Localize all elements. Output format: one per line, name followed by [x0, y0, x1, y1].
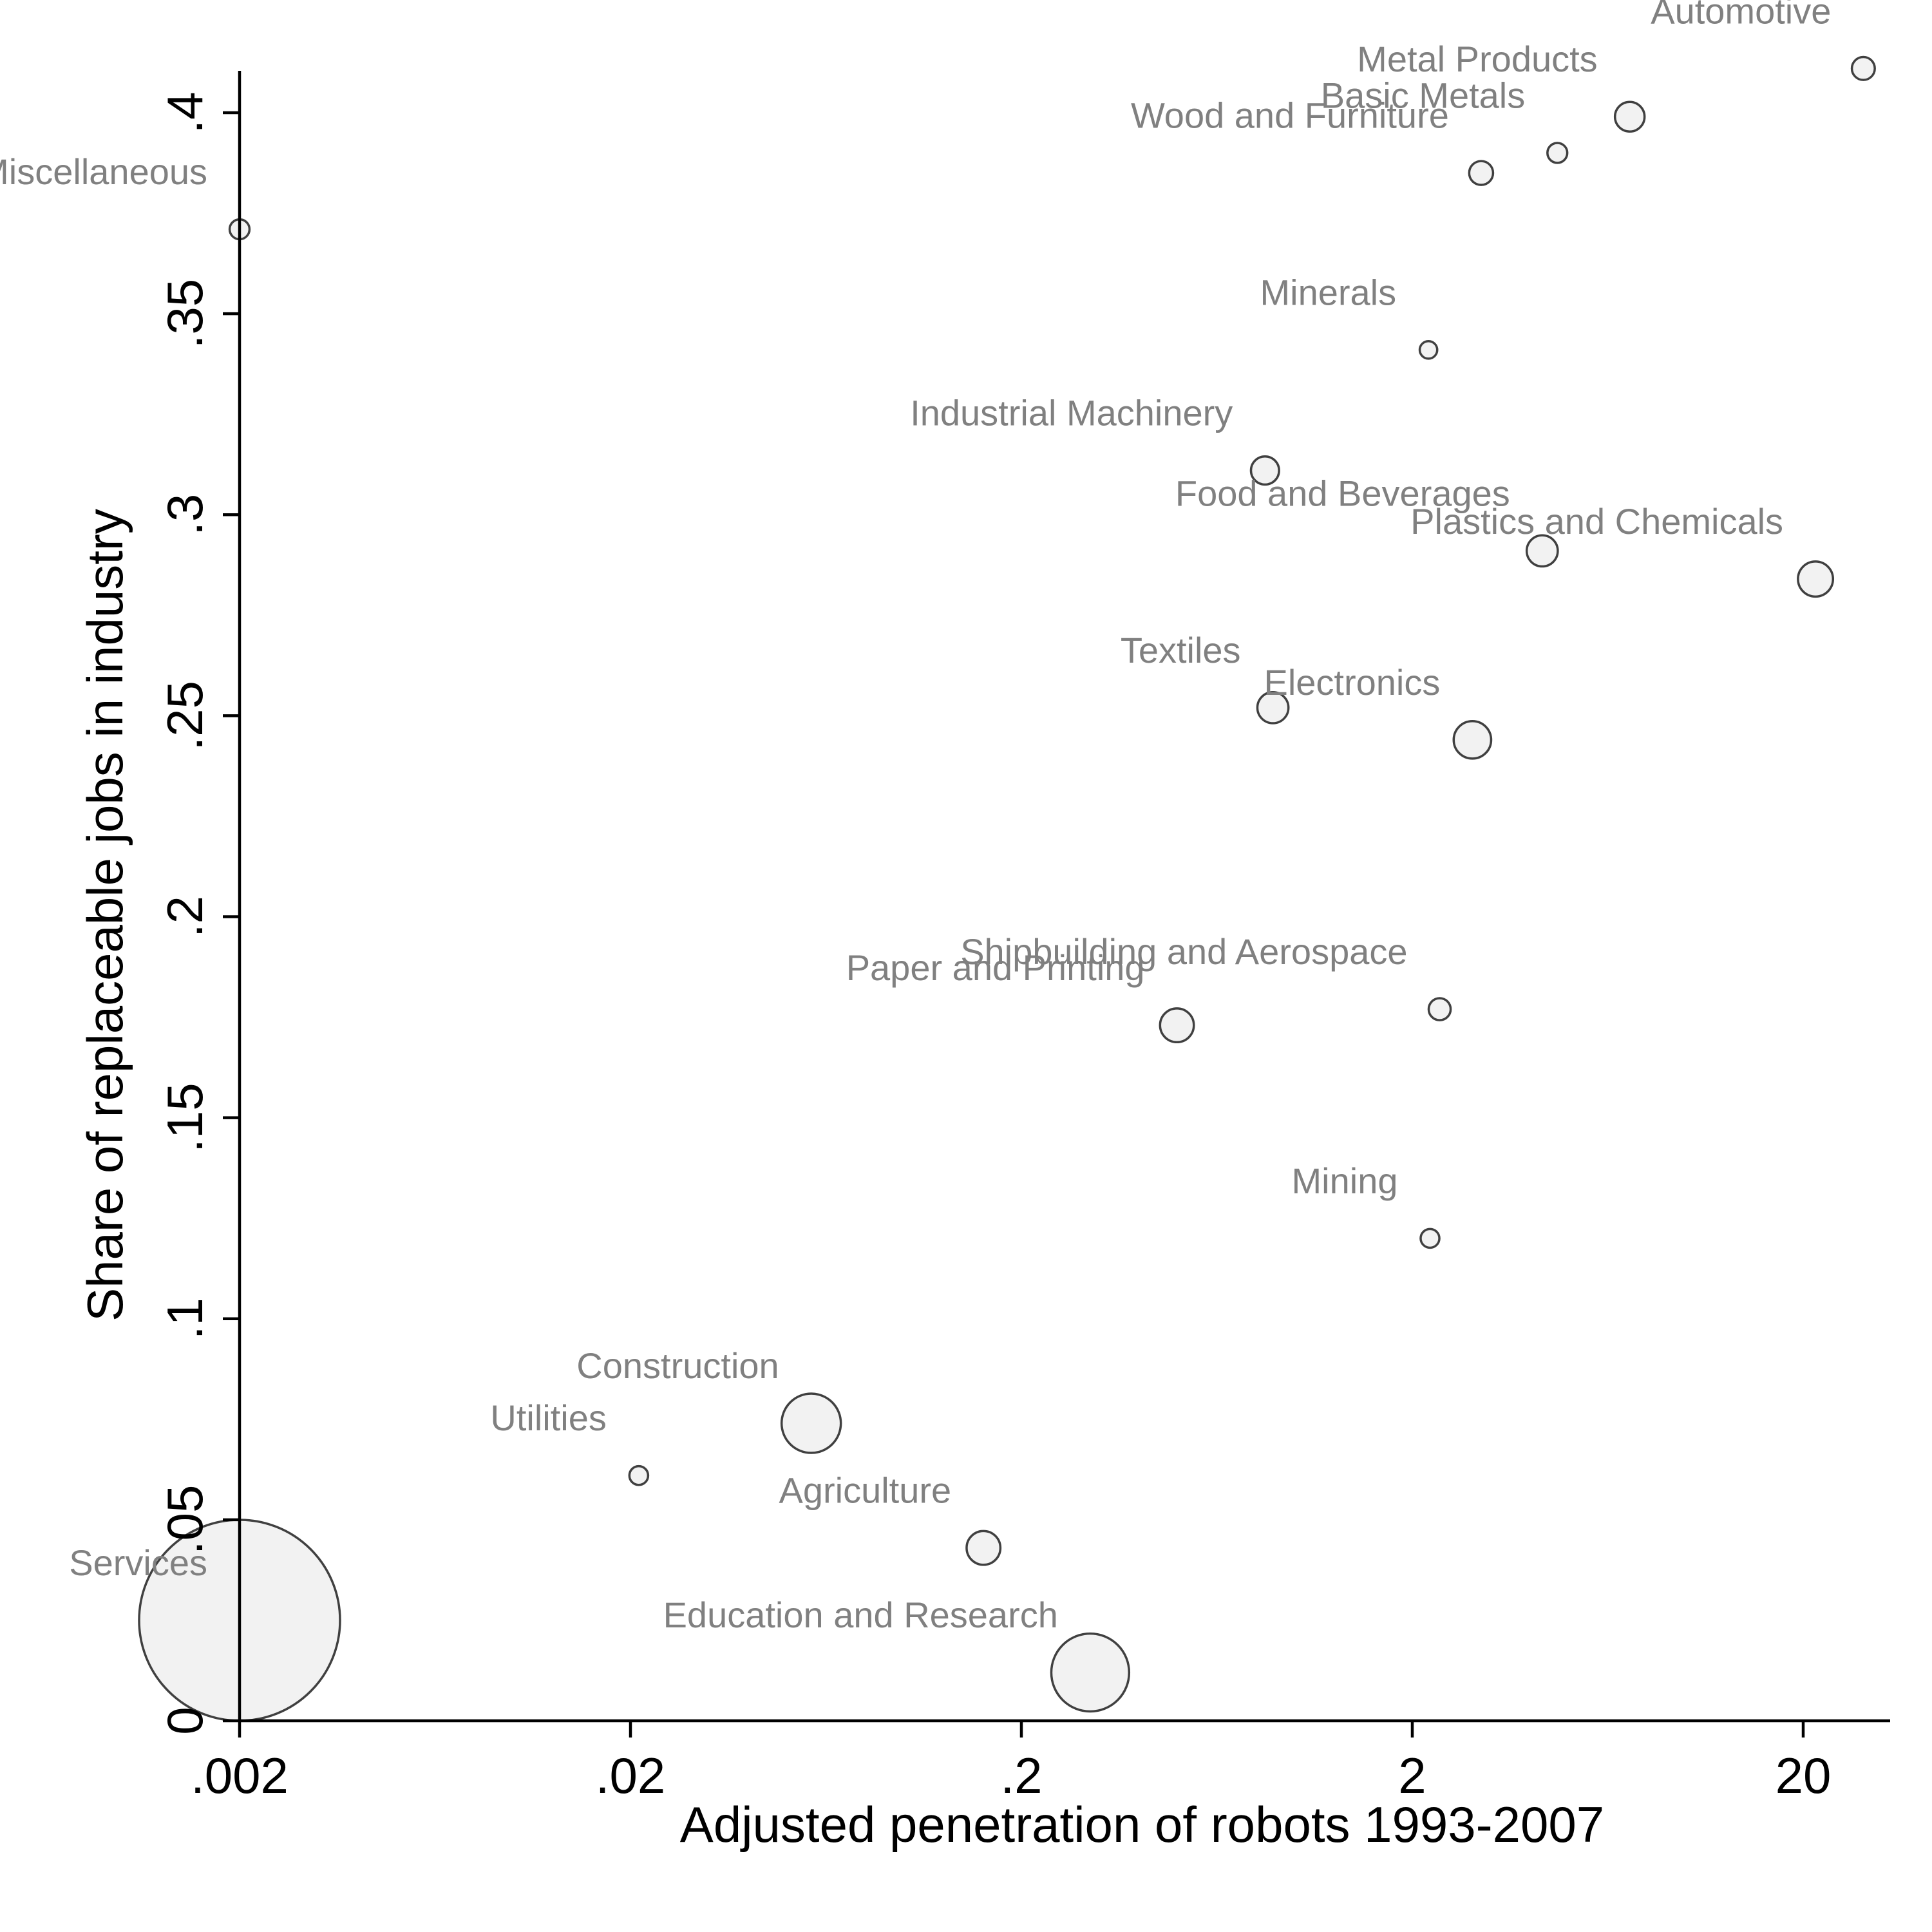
bubble-industrial-machinery — [1249, 455, 1280, 486]
point-label-metal-products: Metal Products — [1357, 39, 1598, 79]
y-tick-label: .15 — [156, 1083, 213, 1152]
y-tick-label: .25 — [156, 681, 213, 750]
y-tick-label: .2 — [156, 896, 213, 938]
y-tick-label: .05 — [156, 1485, 213, 1555]
y-tick-label: .35 — [156, 279, 213, 348]
x-tick-label: 20 — [1776, 1747, 1832, 1804]
x-axis-title: Adjusted penetration of robots 1993-2007 — [680, 1796, 1604, 1853]
bubble-electronics — [1452, 719, 1493, 760]
bubble-paper-and-printing — [1159, 1007, 1195, 1044]
point-label-agriculture: Agriculture — [779, 1470, 952, 1511]
bubble-utilities — [628, 1464, 650, 1486]
x-tick-label: 2 — [1398, 1747, 1426, 1804]
bubble-education-and-research — [1050, 1632, 1131, 1713]
y-tick-label: .1 — [156, 1298, 213, 1340]
bubble-food-and-beverages — [1525, 534, 1559, 568]
point-label-miscellaneous: Miscellaneous — [0, 151, 207, 192]
point-label-utilities: Utilities — [490, 1397, 606, 1438]
point-label-minerals: Minerals — [1260, 272, 1397, 312]
bubble-agriculture — [965, 1530, 1002, 1566]
point-label-plastics-and-chemicals: Plastics and Chemicals — [1410, 501, 1783, 542]
axes-layer — [238, 71, 1890, 1723]
point-label-paper-and-printing: Paper and Printing — [846, 947, 1145, 988]
point-label-textiles: Textiles — [1121, 630, 1241, 670]
y-axis-title: Share of replaceable jobs in industry — [77, 509, 133, 1321]
x-tick-label: .02 — [596, 1747, 665, 1804]
y-tick-label: .3 — [156, 494, 213, 536]
bubble-wood-and-furniture — [1468, 160, 1495, 186]
bubble-mining — [1419, 1227, 1441, 1249]
bubble-metal-products — [1613, 100, 1646, 133]
bubble-automotive — [1850, 55, 1876, 81]
point-label-shipbuilding-and-aerospace: Shipbuilding and Aerospace — [960, 931, 1407, 972]
point-label-services: Services — [69, 1542, 207, 1583]
bubble-minerals — [1418, 339, 1439, 360]
point-label-basic-metals: Basic Metals — [1321, 75, 1525, 115]
point-label-construction: Construction — [576, 1345, 779, 1386]
point-label-wood-and-furniture: Wood and Furniture — [1131, 95, 1449, 136]
point-label-mining: Mining — [1292, 1160, 1398, 1201]
bubble-basic-metals — [1546, 142, 1569, 164]
x-tick-label: .002 — [191, 1747, 289, 1804]
y-tick-label: .4 — [156, 91, 213, 133]
y-tick-label: 0 — [156, 1707, 213, 1734]
point-label-electronics: Electronics — [1264, 662, 1440, 703]
point-label-education-and-research: Education and Research — [663, 1595, 1058, 1635]
bubble-textiles — [1256, 691, 1290, 724]
point-label-food-and-beverages: Food and Beverages — [1175, 473, 1510, 513]
ticks-layer: .002 .02 .2 2 20 0 .05 .1 .15 .2 .25 .3 .35 .4 — [156, 91, 1831, 1804]
x-tick-label: .2 — [1000, 1747, 1042, 1804]
point-label-industrial-machinery: Industrial Machinery — [910, 393, 1233, 433]
point-label-automotive: Automotive — [1651, 0, 1831, 31]
bubble-shipbuilding-and-aerospace — [1427, 997, 1452, 1021]
bubbles-layer — [138, 55, 1876, 1722]
bubble-plastics-and-chemicals — [1797, 560, 1835, 598]
bubble-construction — [780, 1392, 842, 1454]
